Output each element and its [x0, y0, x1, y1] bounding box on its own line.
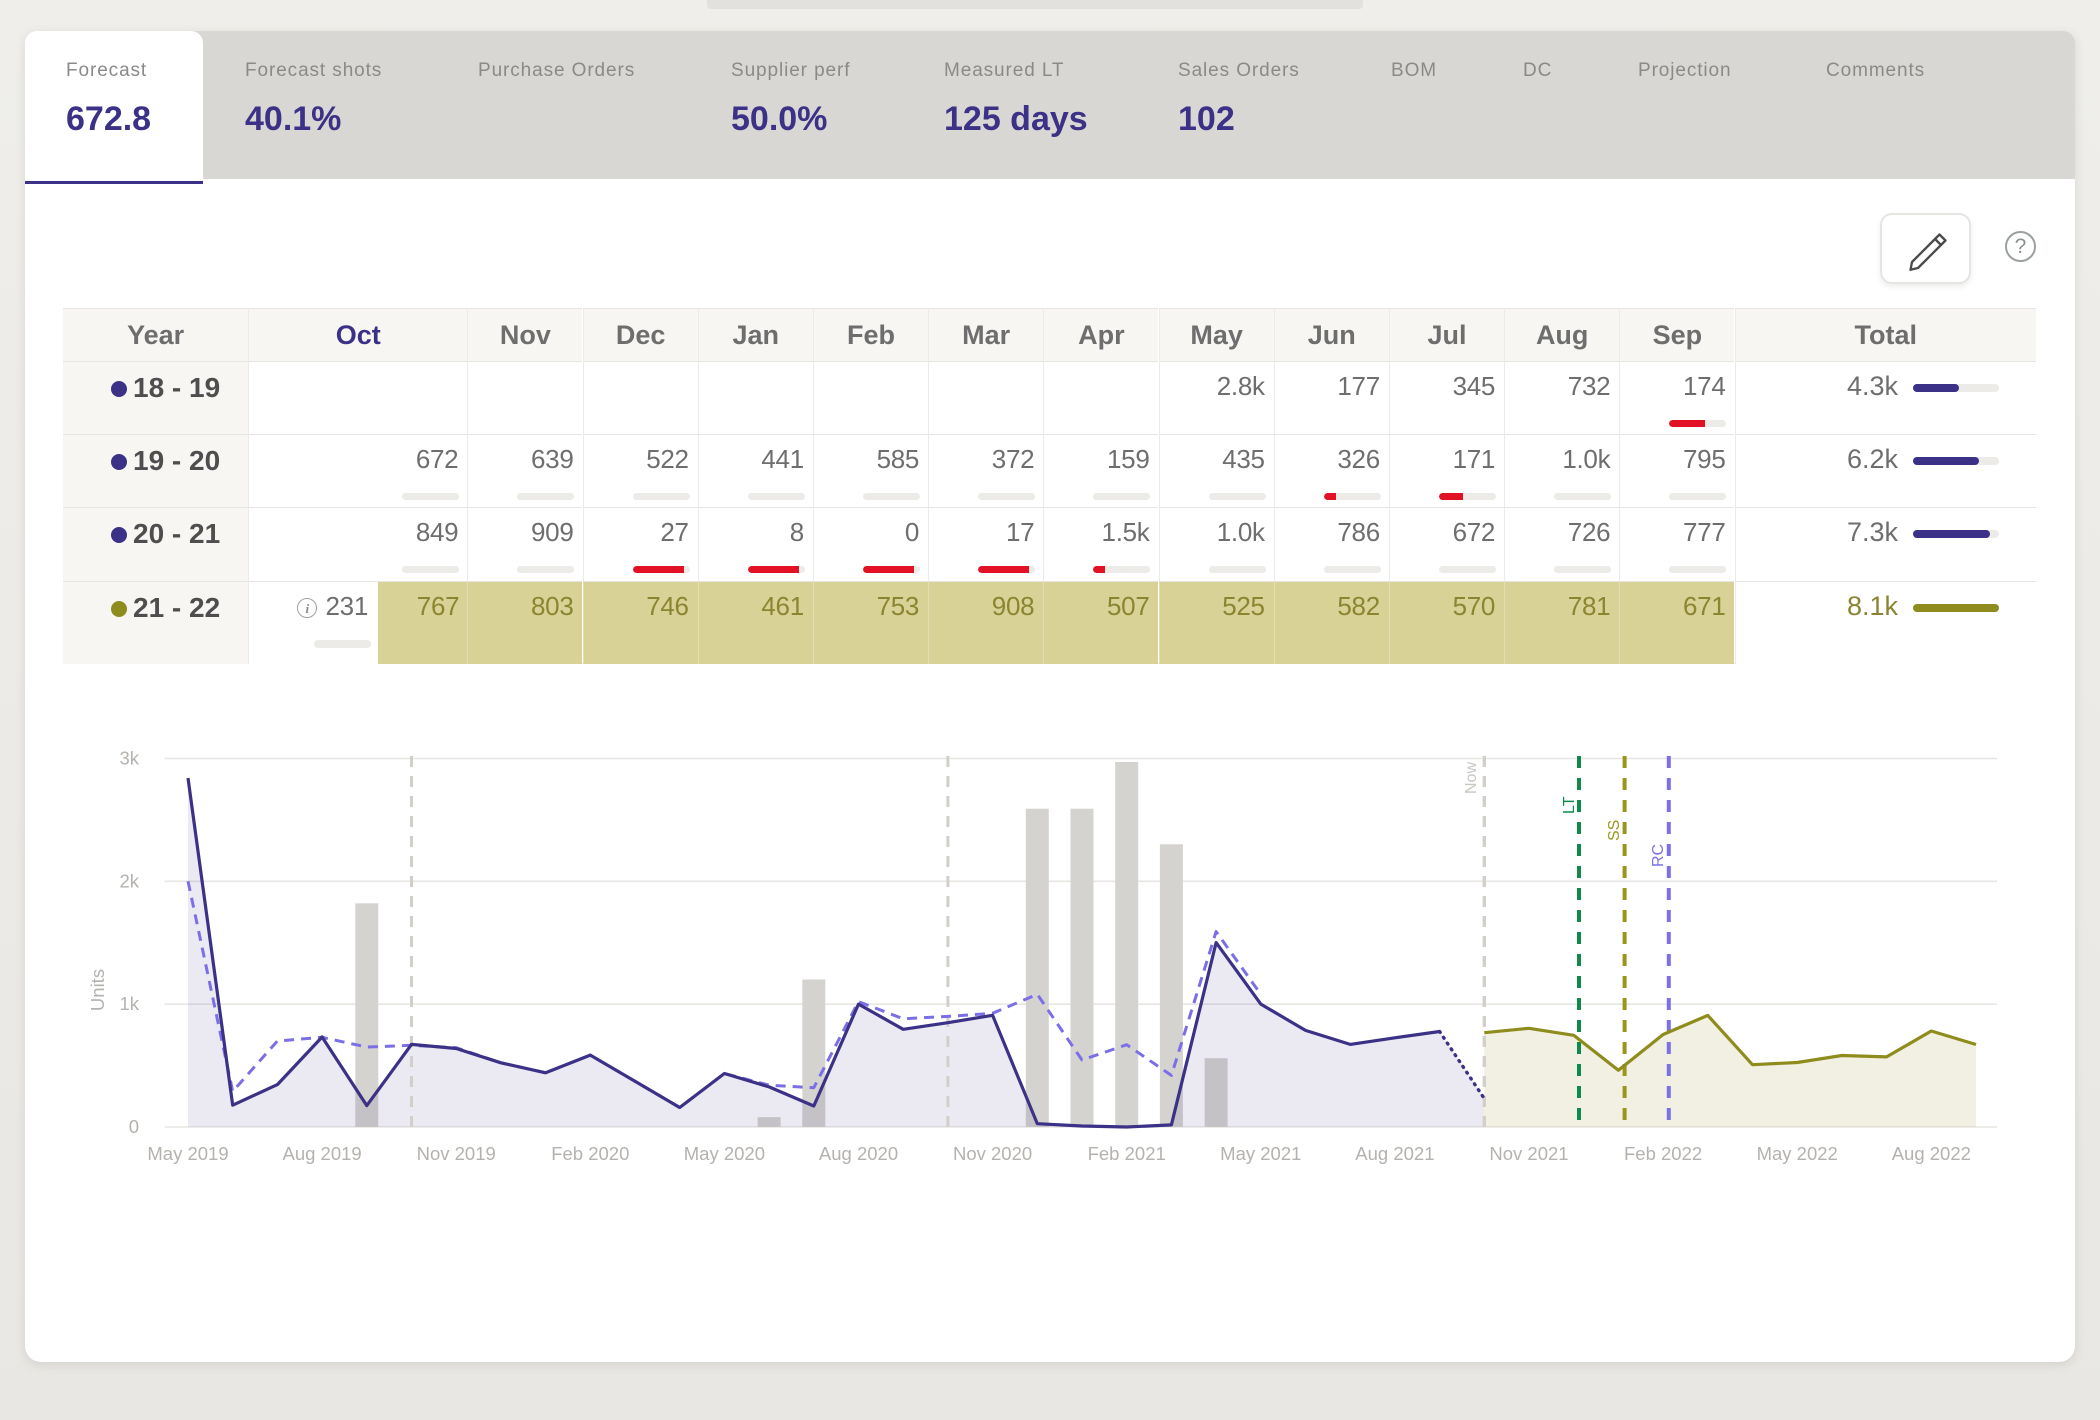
svg-text:Aug 2020: Aug 2020 [819, 1143, 898, 1164]
svg-text:May 2021: May 2021 [1220, 1143, 1301, 1164]
svg-text:May 2019: May 2019 [147, 1143, 228, 1164]
svg-text:2k: 2k [119, 870, 139, 891]
svg-text:Units: Units [87, 969, 108, 1011]
svg-text:RC: RC [1650, 844, 1667, 867]
svg-text:Nov 2020: Nov 2020 [953, 1143, 1032, 1164]
svg-text:SS: SS [1606, 820, 1623, 841]
svg-text:1k: 1k [119, 993, 139, 1014]
svg-text:3k: 3k [119, 748, 139, 769]
svg-text:LT: LT [1561, 796, 1578, 814]
svg-text:Nov 2021: Nov 2021 [1489, 1143, 1568, 1164]
svg-text:Feb 2020: Feb 2020 [551, 1143, 629, 1164]
svg-text:May 2020: May 2020 [684, 1143, 765, 1164]
svg-text:Aug 2021: Aug 2021 [1355, 1143, 1434, 1164]
svg-text:Nov 2019: Nov 2019 [417, 1143, 496, 1164]
svg-text:Feb 2022: Feb 2022 [1624, 1143, 1702, 1164]
svg-text:Aug 2019: Aug 2019 [282, 1143, 361, 1164]
svg-text:0: 0 [129, 1116, 139, 1137]
svg-text:Aug 2022: Aug 2022 [1892, 1143, 1971, 1164]
svg-text:Now: Now [1463, 762, 1480, 794]
svg-text:Feb 2021: Feb 2021 [1088, 1143, 1166, 1164]
svg-text:May 2022: May 2022 [1757, 1143, 1838, 1164]
